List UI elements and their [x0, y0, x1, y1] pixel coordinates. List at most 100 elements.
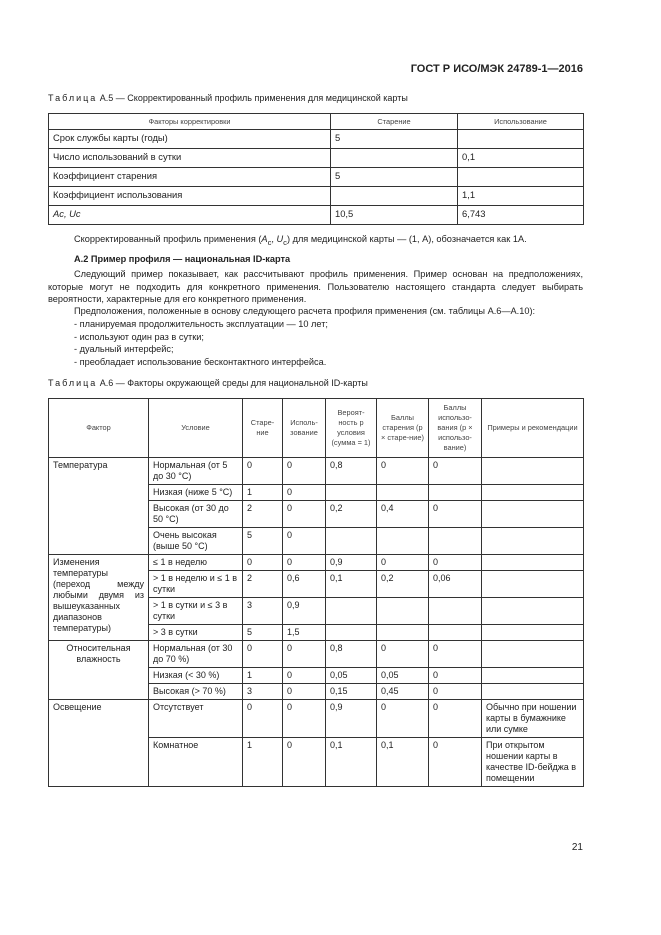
table-cell: [376, 527, 429, 555]
table-cell: [481, 527, 584, 555]
table-row: Низкая (< 30 %) 1 0 0,05 0,05 0: [49, 667, 584, 684]
table-cell: 5: [330, 129, 458, 149]
column-header: Баллы старения (p × старе-ние): [376, 398, 429, 458]
table-cell: [376, 597, 429, 625]
table-cell: 5: [242, 527, 283, 555]
table-cell: ≤ 1 в неделю: [148, 554, 243, 571]
table-cell: 0: [428, 457, 482, 485]
table-cell: 0,1: [376, 737, 429, 787]
table-cell: [481, 500, 584, 528]
table-cell: [481, 640, 584, 668]
table-cell: [457, 129, 584, 149]
table-cell: Коэффициент старения: [48, 167, 331, 187]
table-cell: 0,1: [325, 737, 377, 787]
table-row: Срок службы карты (годы) 5: [48, 129, 584, 149]
table-cell: 0: [376, 457, 429, 485]
caption-text: А.5 — Скорректированный профиль применен…: [97, 93, 408, 103]
table-cell: [428, 624, 482, 641]
table-cell: 0: [242, 457, 283, 485]
table-cell: [325, 527, 377, 555]
table-cell: > 3 в сутки: [148, 624, 243, 641]
table-cell: Низкая (ниже 5 °C): [148, 484, 243, 501]
column-header: Старение: [330, 113, 458, 130]
column-header: Исполь-зование: [282, 398, 326, 458]
table-cell: 0,15: [325, 683, 377, 700]
table-cell: Ac, Uc: [48, 205, 331, 225]
table-cell: Отсутствует: [148, 699, 243, 738]
page-number: 21: [571, 842, 583, 853]
table-cell: Высокая (от 30 до 50 °C): [148, 500, 243, 528]
table-cell: 1,1: [457, 186, 584, 206]
table-row: Коэффициент использования 1,1: [48, 186, 584, 206]
column-header: Примеры и рекомендации: [481, 398, 584, 458]
table-cell: Нормальная (от 5 до 30 °C): [148, 457, 243, 485]
table-cell: [481, 484, 584, 501]
table-cell: 0,2: [376, 570, 429, 598]
table-cell: 0,8: [325, 640, 377, 668]
table-cell: 0: [428, 640, 482, 668]
table-cell: 0,1: [325, 570, 377, 598]
table-cell: 0: [428, 500, 482, 528]
table-cell: Срок службы карты (годы): [48, 129, 331, 149]
table-cell: 0: [282, 667, 326, 684]
table-cell: Число использований в сутки: [48, 148, 331, 168]
table-cell: Комнатное: [148, 737, 243, 787]
table-cell: 0,9: [325, 554, 377, 571]
table-cell: [325, 624, 377, 641]
table-cell: 0,9: [282, 597, 326, 625]
table-cell: 0: [242, 554, 283, 571]
table-cell: Нормальная (от 30 до 70 %): [148, 640, 243, 668]
table-row: Температура Нормальная (от 5 до 30 °C) 0 0 0…: [48, 457, 584, 555]
table-cell: 5: [242, 624, 283, 641]
table-a6: Фактор Условие Старе-ние Исполь-зование Веро…: [48, 398, 584, 787]
list-item: - преобладает использование бесконтактно…: [74, 356, 327, 367]
table-cell: 10,5: [330, 205, 458, 225]
table-cell: [376, 624, 429, 641]
column-header: Старе-ние: [242, 398, 283, 458]
paragraph: Скорректированный профиль применения (Ac…: [74, 234, 527, 247]
table-cell: 0: [282, 527, 326, 555]
table-cell: 1,5: [282, 624, 326, 641]
table-cell: [330, 148, 458, 168]
table-cell: [457, 167, 584, 187]
table-cell: 0: [242, 640, 283, 668]
table-cell: 0: [428, 699, 482, 738]
table-cell: 0: [282, 737, 326, 787]
table-cell: 0: [428, 667, 482, 684]
factor-cell: Относительная влажность: [48, 640, 149, 700]
table-cell: [330, 186, 458, 206]
table-a5-caption: Таблица А.5 — Скорректированный профиль …: [48, 93, 408, 103]
section-title: А.2 Пример профиля — национальная ID-кар…: [74, 254, 291, 264]
table-cell: Низкая (< 30 %): [148, 667, 243, 684]
table-cell: 0: [282, 500, 326, 528]
document-header: ГОСТ Р ИСО/МЭК 24789-1—2016: [410, 63, 583, 75]
table-cell: Очень высокая (выше 50 °C): [148, 527, 243, 555]
table-cell: [481, 597, 584, 625]
table-cell: 3: [242, 597, 283, 625]
table-cell: 0,9: [325, 699, 377, 738]
caption-prefix: Таблица: [48, 93, 98, 103]
table-cell: [481, 554, 584, 571]
list-item: - планируемая продолжительность эксплуат…: [74, 319, 328, 329]
table-cell: 0,4: [376, 500, 429, 528]
table-cell: При открытом ношении карты в качестве ID…: [481, 737, 584, 787]
column-header: Условие: [148, 398, 243, 458]
table-cell: 1: [242, 667, 283, 684]
table-row: Очень высокая (выше 50 °C) 5 0: [49, 527, 584, 555]
table-cell: 0: [282, 640, 326, 668]
table-cell: > 1 в сутки и ≤ 3 в сутки: [148, 597, 243, 625]
list-item: - используют один раз в сутки;: [74, 331, 204, 342]
table-cell: 0,8: [325, 457, 377, 485]
table-cell: 2: [242, 500, 283, 528]
list-item: - дуальный интерфейс;: [74, 344, 174, 354]
table-cell: [428, 597, 482, 625]
table-cell: Обычно при ношении карты в бумажнике или…: [481, 699, 584, 738]
caption-prefix: Таблица: [48, 378, 98, 388]
table-cell: 0: [376, 699, 429, 738]
table-cell: [325, 484, 377, 501]
table-cell: 0,45: [376, 683, 429, 700]
column-header: Использование: [457, 113, 584, 130]
table-row: Число использований в сутки 0,1: [48, 148, 584, 168]
table-cell: [325, 597, 377, 625]
table-cell: 6,743: [457, 205, 584, 225]
